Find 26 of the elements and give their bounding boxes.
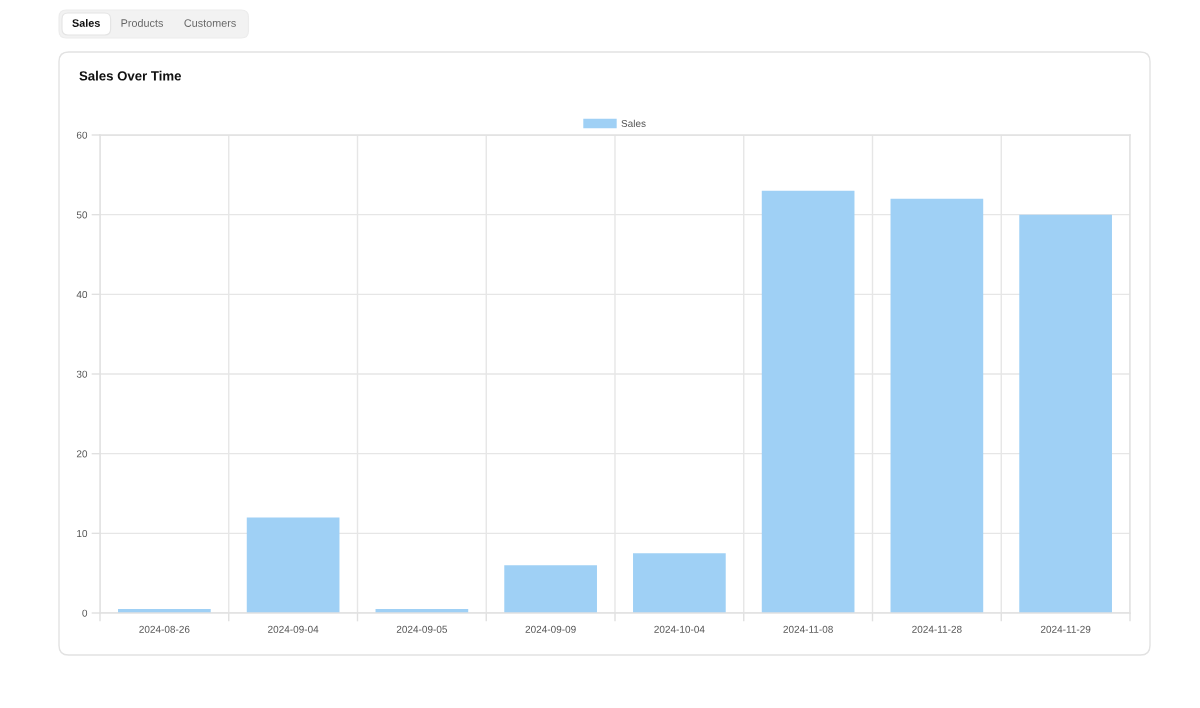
x-tick-label: 2024-11-08 [783, 625, 833, 633]
x-tick-label: 2024-09-04 [268, 625, 319, 633]
bar [890, 198, 984, 613]
bar [1019, 214, 1112, 613]
y-tick-label: 10 [77, 529, 88, 538]
x-tick-label: 2024-09-09 [525, 625, 576, 633]
bar [504, 565, 597, 613]
chart-title: Sales Over Time [79, 70, 181, 81]
y-tick-label: 20 [76, 450, 88, 458]
text: Products [121, 18, 163, 27]
x-tick-label: 2024-09-05 [396, 625, 448, 633]
x-tick-label: 2024-11-29 [1040, 625, 1091, 633]
bar [761, 190, 855, 613]
x-tick-label: 2024-10-04 [654, 625, 705, 633]
bar [633, 553, 726, 613]
x-tick-label: 2024-11-28 [912, 625, 962, 633]
y-tick-label: 50 [76, 211, 88, 219]
legend-label: Sales [621, 119, 646, 128]
y-tick-label: 60 [76, 131, 88, 139]
y-tick-label: 30 [76, 370, 88, 378]
bar [246, 517, 340, 613]
y-tick-label: 40 [76, 290, 88, 299]
x-tick-label: 2024-08-26 [139, 625, 190, 633]
y-tick-label: 0 [82, 609, 88, 617]
text: Customers [184, 19, 236, 27]
text: Sales [72, 18, 100, 27]
